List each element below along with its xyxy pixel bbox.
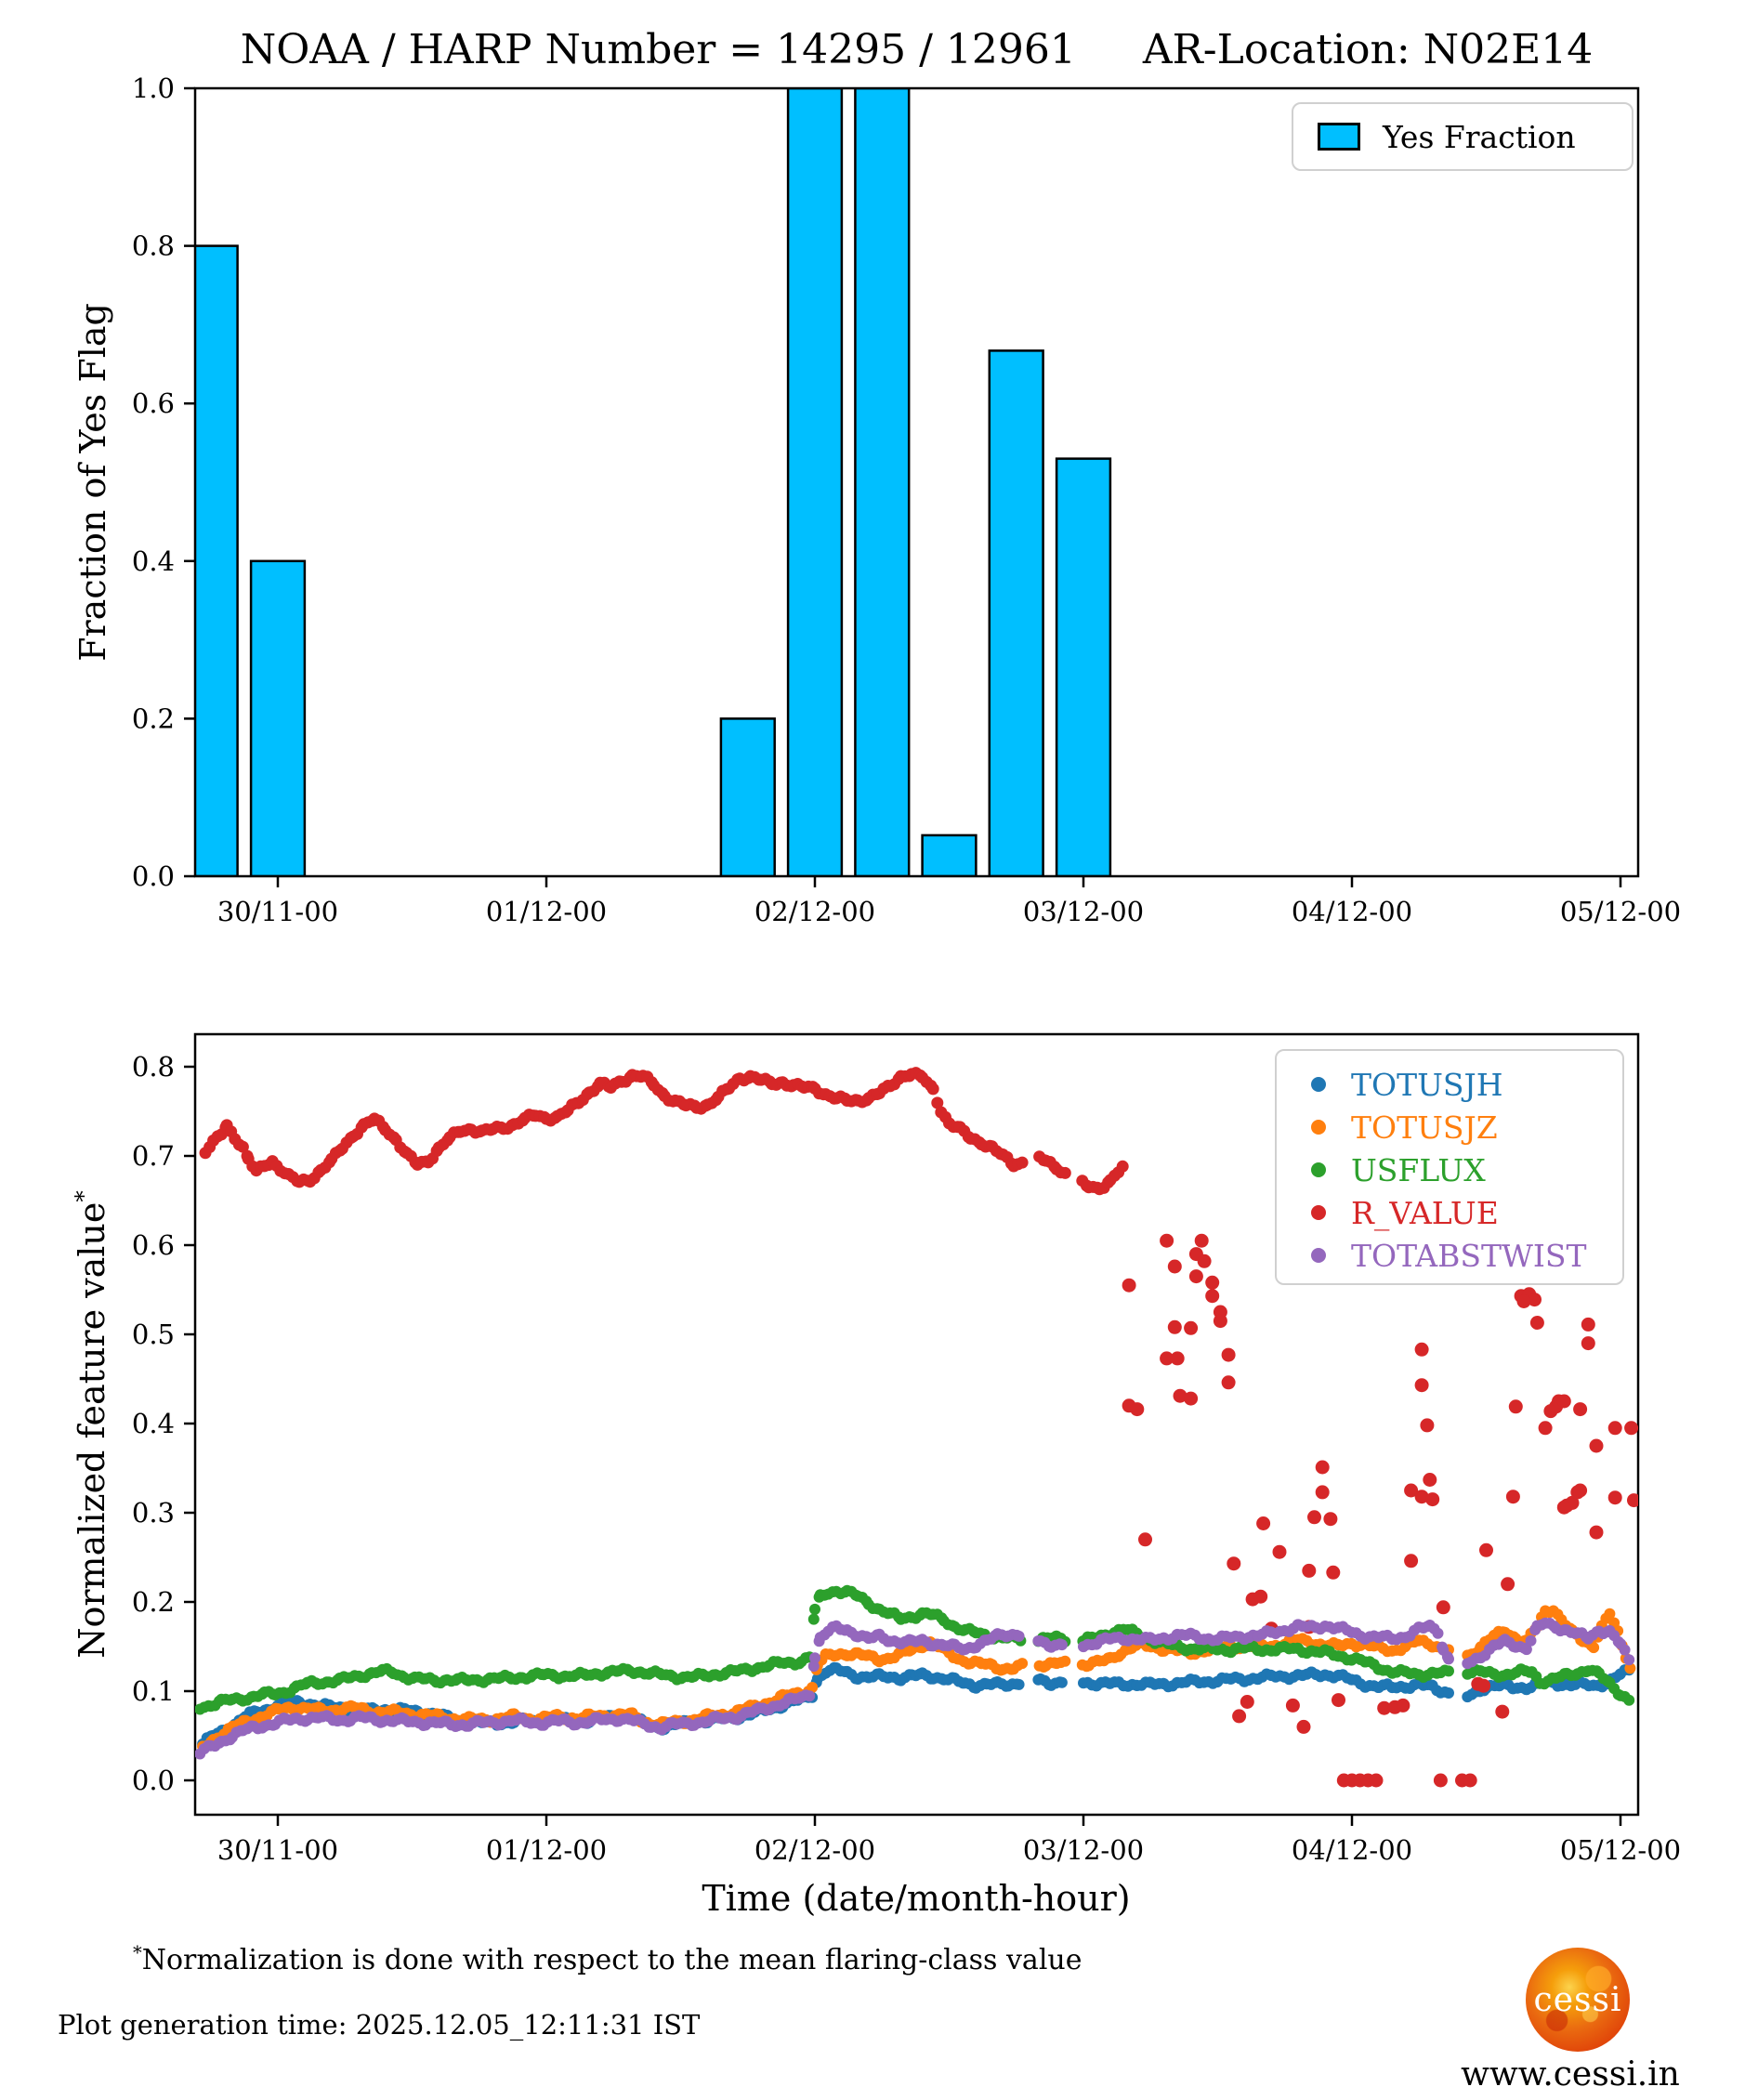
title-noaa-harp: NOAA / HARP Number = 14295 / 12961 bbox=[240, 26, 1076, 73]
r-value-marker-icon bbox=[1311, 1205, 1326, 1220]
top-chart-legend: Yes Fraction bbox=[1292, 102, 1633, 171]
svg-text:05/12-00: 05/12-00 bbox=[1560, 1834, 1681, 1866]
cessi-logo-text: cessi bbox=[1533, 1980, 1622, 2019]
normalization-footnote: *Normalization is done with respect to t… bbox=[133, 1942, 1082, 1976]
svg-text:05/12-00: 05/12-00 bbox=[1560, 896, 1681, 927]
ylabel-superscript-star: * bbox=[70, 1190, 98, 1202]
svg-text:30/11-00: 30/11-00 bbox=[217, 1834, 338, 1866]
yes-fraction-legend-label: Yes Fraction bbox=[1383, 118, 1576, 155]
bottom-chart-y-axis-label: Normalized feature value* bbox=[70, 1190, 112, 1659]
svg-text:0.2: 0.2 bbox=[132, 1586, 175, 1618]
svg-text:01/12-00: 01/12-00 bbox=[486, 896, 607, 927]
totabstwist-marker-icon bbox=[1311, 1248, 1326, 1263]
legend-item-usflux: USFLUX bbox=[1311, 1148, 1622, 1191]
svg-text:0.2: 0.2 bbox=[132, 702, 175, 734]
svg-text:0.6: 0.6 bbox=[132, 1229, 175, 1261]
plot-generation-time: Plot generation time: 2025.12.05_12:11:3… bbox=[58, 2009, 701, 2041]
svg-text:04/12-00: 04/12-00 bbox=[1292, 1834, 1412, 1866]
svg-text:0.6: 0.6 bbox=[132, 387, 175, 419]
title-ar-location: AR-Location: N02E14 bbox=[1142, 26, 1594, 73]
svg-text:04/12-00: 04/12-00 bbox=[1292, 896, 1412, 927]
svg-text:03/12-00: 03/12-00 bbox=[1023, 1834, 1144, 1866]
yes-fraction-legend-swatch bbox=[1318, 123, 1360, 151]
legend-item-totabstwist: TOTABSTWIST bbox=[1311, 1234, 1622, 1277]
svg-text:0.4: 0.4 bbox=[132, 1408, 175, 1439]
usflux-marker-icon bbox=[1311, 1162, 1326, 1177]
svg-text:0.4: 0.4 bbox=[132, 545, 175, 577]
svg-text:0.8: 0.8 bbox=[132, 1051, 175, 1083]
svg-text:02/12-00: 02/12-00 bbox=[754, 896, 875, 927]
svg-text:0.7: 0.7 bbox=[132, 1140, 175, 1172]
svg-text:0.1: 0.1 bbox=[132, 1675, 175, 1707]
legend-item-totusjz: TOTUSJZ bbox=[1311, 1106, 1622, 1148]
svg-text:0.5: 0.5 bbox=[132, 1319, 175, 1350]
svg-text:0.0: 0.0 bbox=[132, 1765, 175, 1796]
svg-text:0.0: 0.0 bbox=[132, 860, 175, 892]
svg-text:1.0: 1.0 bbox=[132, 72, 175, 104]
legend-item-totusjh: TOTUSJH bbox=[1311, 1063, 1622, 1106]
svg-text:0.8: 0.8 bbox=[132, 230, 175, 262]
svg-text:0.3: 0.3 bbox=[132, 1497, 175, 1529]
svg-text:02/12-00: 02/12-00 bbox=[754, 1834, 875, 1866]
svg-text:03/12-00: 03/12-00 bbox=[1023, 896, 1144, 927]
bottom-chart-x-axis-label: Time (date/month-hour) bbox=[702, 1878, 1131, 1919]
legend-item-r-value: R_VALUE bbox=[1311, 1191, 1622, 1234]
cessi-sun-logo: cessi bbox=[1526, 1948, 1630, 2052]
bottom-chart-legend: TOTUSJH TOTUSJZ USFLUX R_VALUE TOTABSTWI… bbox=[1275, 1049, 1624, 1285]
totusjz-marker-icon bbox=[1311, 1120, 1326, 1135]
figure-title: NOAA / HARP Number = 14295 / 12961 AR-Lo… bbox=[195, 26, 1638, 73]
totusjh-marker-icon bbox=[1311, 1077, 1326, 1092]
svg-text:01/12-00: 01/12-00 bbox=[486, 1834, 607, 1866]
svg-text:30/11-00: 30/11-00 bbox=[217, 896, 338, 927]
top-chart-y-axis-label: Fraction of Yes Flag bbox=[72, 303, 113, 662]
cessi-website-text: www.cessi.in bbox=[1461, 2055, 1680, 2093]
